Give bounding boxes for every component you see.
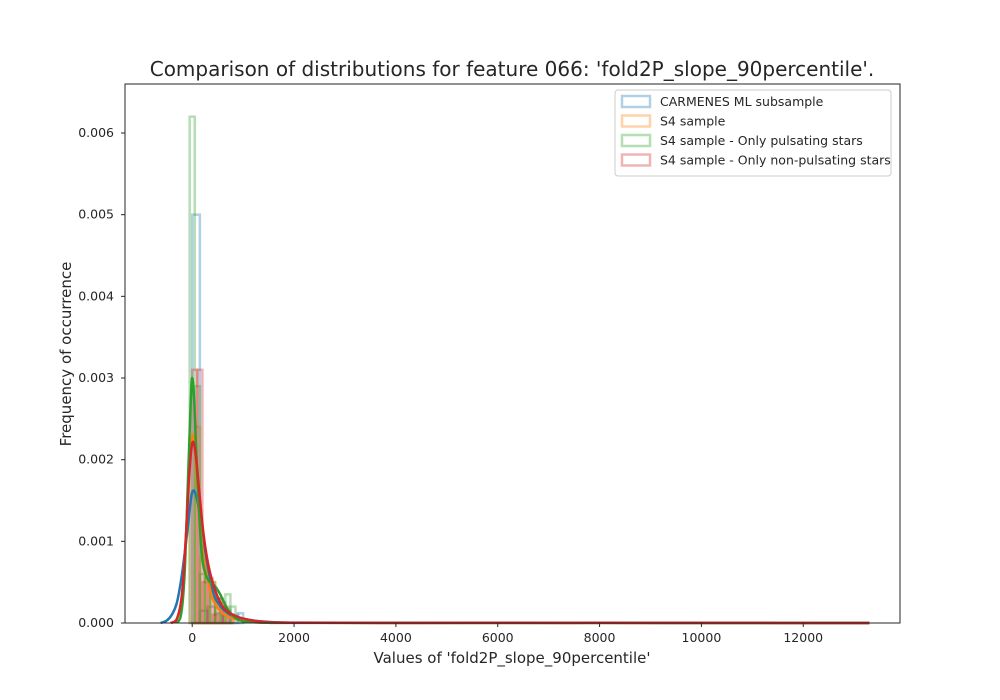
x-axis: 0 2000 4000 6000 8000 10000 12000 — [188, 623, 823, 645]
y-tick-label: 0.001 — [78, 533, 114, 548]
legend-box — [614, 89, 892, 177]
legend-label-s4-sample-only-non-pulsating-stars: S4 sample - Only non-pulsating stars — [660, 153, 891, 168]
y-tick-label: 0.006 — [78, 125, 114, 140]
x-tick-label: 4000 — [380, 630, 412, 645]
legend-swatch-s4-sample-only-pulsating-stars — [620, 133, 652, 148]
x-tick-label: 0 — [188, 630, 196, 645]
plot-frame — [124, 83, 901, 624]
y-tick-label: 0.003 — [78, 370, 114, 385]
x-tick-label: 2000 — [278, 630, 310, 645]
legend-swatch-s4-sample-only-non-pulsating-stars — [620, 153, 652, 167]
legend-label-s4-sample: S4 sample — [660, 114, 726, 129]
x-tick-label: 6000 — [482, 630, 514, 645]
legend-swatch-carmenes-ml-subsample — [620, 94, 652, 109]
legend-label-s4-sample-only-pulsating-stars: S4 sample - Only pulsating stars — [660, 133, 863, 148]
chart-title: Comparison of distributions for feature … — [150, 57, 875, 81]
x-axis-label: Values of 'fold2P_slope_90percentile' — [374, 649, 651, 668]
legend-swatch-s4-sample — [620, 114, 652, 128]
y-axis: 0.000 0.001 0.002 0.003 0.004 0.005 0.006 — [78, 125, 125, 630]
x-tick-label: 12000 — [783, 630, 823, 645]
y-tick-label: 0.004 — [78, 288, 114, 303]
x-tick-label: 10000 — [682, 630, 722, 645]
y-tick-label: 0.005 — [78, 207, 114, 222]
y-axis-label: Frequency of occurrence — [57, 262, 75, 447]
x-tick-label: 8000 — [584, 630, 616, 645]
y-tick-label: 0.000 — [78, 615, 114, 630]
legend-label-carmenes-ml-subsample: CARMENES ML subsample — [660, 94, 824, 109]
y-tick-label: 0.002 — [78, 452, 114, 467]
legend: CARMENES ML subsample S4 sample S4 sample … — [614, 89, 892, 177]
